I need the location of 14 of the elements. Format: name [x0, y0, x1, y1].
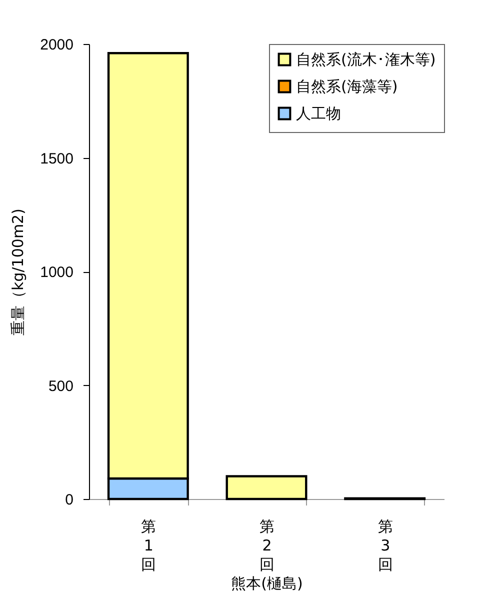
x-tick-label: 第1回 — [141, 518, 156, 574]
x-tick-label: 第2回 — [260, 518, 274, 574]
y-axis-title: 重量（kg/100m2) — [9, 208, 28, 336]
legend-label: 人工物 — [296, 104, 341, 122]
y-tick-label: 0 — [65, 492, 74, 508]
x-axis-title: 熊本(樋島) — [231, 574, 303, 592]
bar — [226, 475, 308, 500]
y-tick-label: 2000 — [40, 36, 74, 54]
y-tick-label: 500 — [48, 378, 74, 395]
y-tick-label: 1000 — [40, 264, 74, 281]
legend-label: 自然系(海藻等) — [296, 78, 398, 96]
y-tick-label: 1500 — [40, 150, 74, 168]
x-tick-label: 第3回 — [378, 518, 393, 574]
legend-label: 自然系(流木･潅木等) — [296, 50, 436, 68]
